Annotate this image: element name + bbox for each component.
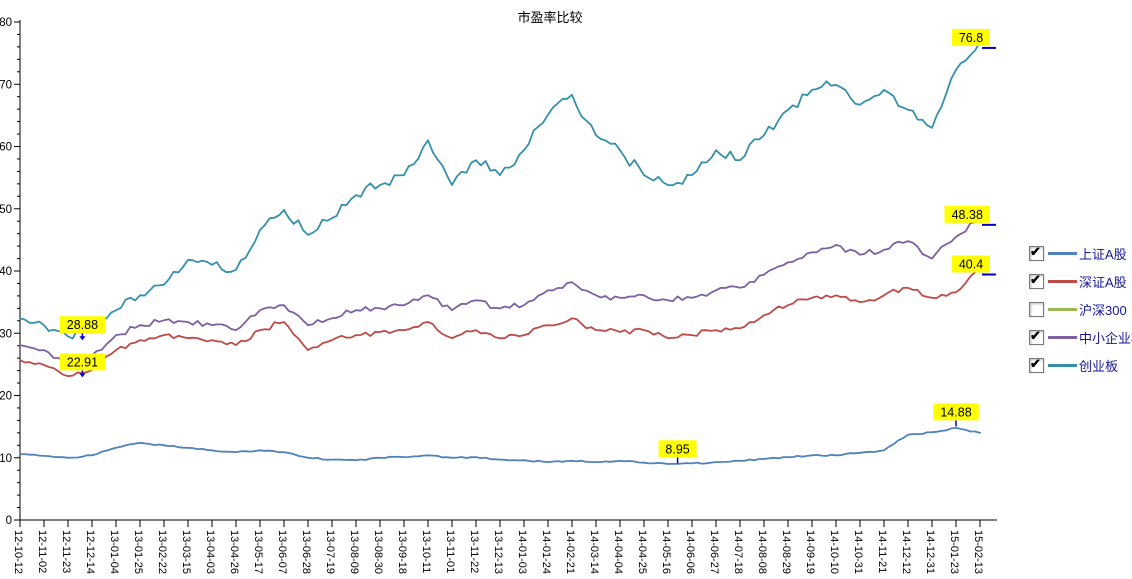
series-line-chinext: [19, 41, 981, 340]
x-axis-label: 13-06-28: [300, 530, 312, 574]
x-axis-label: 13-06-07: [276, 530, 288, 574]
x-axis-label: 14-01-03: [516, 530, 528, 574]
y-axis-label: 0: [6, 515, 12, 527]
annotation-label-box: [952, 28, 990, 46]
annotation-label: 76.8: [959, 31, 983, 45]
annotation-arrowhead: [79, 336, 86, 341]
x-axis-label: 14-02-21: [564, 530, 576, 574]
annotation-label-box: [933, 403, 979, 421]
annotation-label-box: [59, 316, 106, 334]
y-axis-label: 30: [0, 328, 12, 340]
legend-item-sme: ✔ 中小企业板: [1029, 323, 1132, 351]
x-axis-label: 13-10-11: [420, 530, 432, 573]
x-axis-label: 13-04-03: [204, 530, 216, 574]
x-axis-label: 12-11-23: [60, 530, 72, 573]
x-axis-label: 13-09-18: [396, 530, 408, 574]
x-axis-label: 13-11-22: [468, 530, 480, 573]
x-axis-label: 13-08-30: [372, 530, 384, 574]
x-axis-label: 13-05-17: [252, 530, 264, 574]
x-axis-label: 14-06-06: [684, 530, 696, 574]
series-line-szse-a: [19, 267, 981, 378]
annotation-label-box: [658, 440, 697, 458]
legend-label-csi300: 沪深300: [1079, 302, 1127, 318]
annotation-label-box: [944, 205, 990, 223]
legend-checkbox-sme[interactable]: ✔: [1029, 327, 1044, 345]
annotation-label: 40.4: [959, 258, 983, 272]
x-axis-label: 14-12-12: [900, 530, 912, 574]
x-axis-label: 13-01-25: [132, 530, 144, 574]
annotation-label: 8.95: [665, 442, 689, 456]
legend-checkbox-chinext[interactable]: ✔: [1029, 355, 1044, 373]
chart-title: 市盈率比较: [517, 10, 583, 25]
y-axis-label: 60: [0, 142, 12, 154]
x-axis-label: 14-03-14: [588, 530, 600, 574]
legend-swatch-sse-a: [1048, 251, 1077, 255]
x-axis-label: 14-12-31: [924, 530, 936, 574]
legend-checkbox-csi300[interactable]: [1029, 301, 1044, 317]
x-axis-label: 13-02-22: [156, 530, 168, 574]
annotation-label-box: [952, 255, 990, 273]
y-axis-label: 70: [0, 79, 12, 91]
legend-swatch-csi300: [1048, 307, 1077, 311]
legend-item-sse-a: ✔ 上证A股: [1029, 239, 1132, 267]
x-axis-label: 14-07-18: [732, 530, 744, 574]
x-axis-label: 14-11-21: [876, 530, 888, 573]
x-axis-label: 14-04-25: [636, 530, 648, 574]
legend-swatch-sme: [1048, 335, 1077, 339]
y-axis-label: 10: [0, 453, 12, 465]
x-axis-label: 14-05-16: [660, 530, 672, 574]
y-axis-label: 50: [0, 204, 12, 216]
x-axis-label: 15-01-23: [948, 530, 960, 574]
legend-swatch-chinext: [1048, 363, 1077, 367]
x-axis-label: 13-04-26: [228, 530, 240, 574]
x-axis-label: 14-01-24: [540, 530, 552, 574]
legend-swatch-szse-a: [1048, 279, 1077, 283]
checkmark-icon: ✔: [1030, 327, 1041, 343]
legend-item-szse-a: ✔ 深证A股: [1029, 267, 1132, 295]
y-axis-label: 20: [0, 391, 12, 403]
checkmark-icon: ✔: [1030, 271, 1041, 287]
checkmark-icon: ✔: [1030, 355, 1041, 371]
x-axis-label: 12-10-12: [12, 530, 24, 574]
x-axis-label: 13-07-19: [324, 530, 336, 574]
legend-label-sme: 中小企业板: [1079, 330, 1132, 346]
x-axis-label: 15-02-13: [972, 530, 984, 574]
x-axis-label: 13-08-09: [348, 530, 360, 574]
legend-label-sse-a: 上证A股: [1079, 246, 1127, 262]
x-axis-label: 14-09-19: [804, 530, 816, 574]
x-axis-label: 13-01-04: [108, 530, 120, 574]
legend-item-chinext: ✔ 创业板: [1029, 351, 1132, 379]
annotation-arrowhead: [79, 373, 86, 378]
y-axis-label: 80: [0, 17, 12, 29]
y-axis-label: 40: [0, 266, 12, 278]
x-axis-label: 14-10-31: [852, 530, 864, 574]
legend-label-szse-a: 深证A股: [1079, 274, 1127, 290]
x-axis-label: 13-11-01: [444, 530, 456, 573]
x-axis-label: 14-06-27: [708, 530, 720, 574]
annotation-label: 28.88: [67, 318, 98, 332]
x-axis-label: 13-12-13: [492, 530, 504, 574]
annotation-label: 22.91: [67, 355, 98, 369]
series-line-sme: [19, 217, 981, 365]
checkmark-icon: ✔: [1030, 243, 1041, 259]
x-axis-label: 14-08-29: [780, 530, 792, 574]
x-axis-label: 14-08-08: [756, 530, 768, 574]
legend-label-chinext: 创业板: [1079, 358, 1119, 374]
legend-item-csi300: 沪深300: [1029, 295, 1132, 323]
series-line-sse-a: [19, 426, 981, 465]
annotation-label: 48.38: [952, 208, 983, 222]
x-axis-label: 14-10-10: [828, 530, 840, 574]
legend-checkbox-szse-a[interactable]: ✔: [1029, 271, 1044, 289]
x-axis-label: 12-12-14: [84, 530, 96, 574]
annotation-label-box: [59, 353, 106, 371]
x-axis-label: 14-04-04: [612, 530, 624, 574]
annotation-label: 14.88: [940, 405, 971, 419]
x-axis-label: 12-11-02: [36, 530, 48, 573]
x-axis-label: 13-03-15: [180, 530, 192, 574]
legend-checkbox-sse-a[interactable]: ✔: [1029, 243, 1044, 261]
